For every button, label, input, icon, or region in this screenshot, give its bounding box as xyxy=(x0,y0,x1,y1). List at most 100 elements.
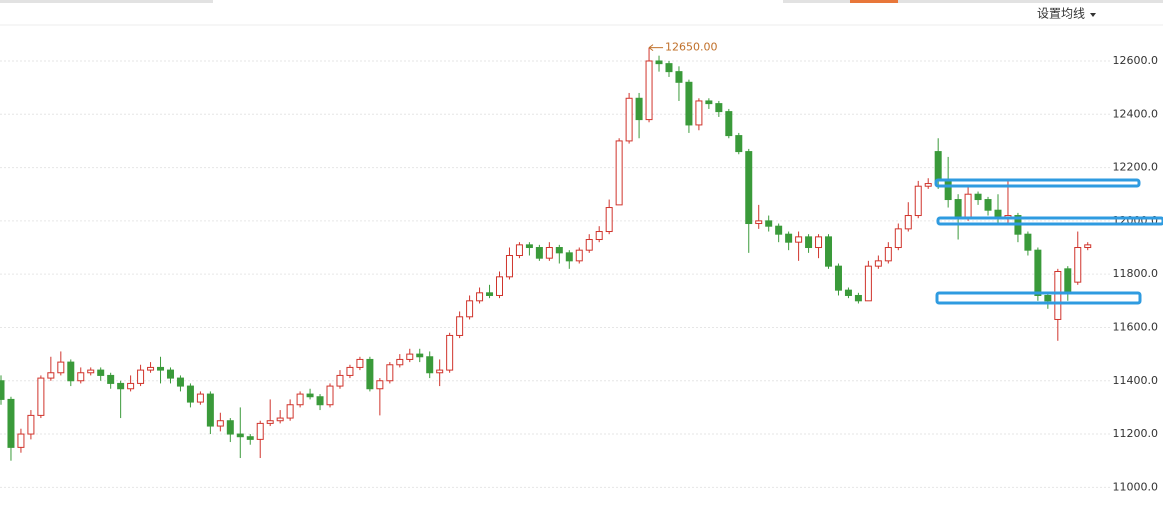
candle-body xyxy=(665,63,673,73)
candle-body xyxy=(675,71,683,83)
y-tick-label: 12400.0 xyxy=(1113,107,1159,120)
candle-body xyxy=(37,377,45,416)
candle-body xyxy=(137,369,145,384)
candle-body xyxy=(954,199,962,219)
candle-body xyxy=(0,380,5,400)
candle-body xyxy=(196,393,204,403)
candle-body xyxy=(615,140,623,206)
ma-button-label[interactable]: 设置均线 xyxy=(1037,7,1085,21)
candle-body xyxy=(97,369,105,376)
candle-body xyxy=(894,228,902,249)
candle-body xyxy=(934,151,942,182)
candle-body xyxy=(1024,233,1032,251)
candle-body xyxy=(186,385,194,403)
header-strip xyxy=(0,0,213,3)
candle-body xyxy=(386,364,394,382)
y-tick-label: 12600.0 xyxy=(1113,54,1159,67)
candle-body xyxy=(964,193,972,219)
candle-body xyxy=(805,236,813,249)
candle-body xyxy=(884,247,892,262)
candle-body xyxy=(695,100,703,126)
candle-body xyxy=(635,97,643,121)
candle-body xyxy=(785,233,793,243)
candle-body xyxy=(505,255,513,278)
highlight-box xyxy=(935,291,1142,305)
candle-body xyxy=(326,385,334,406)
candle-body xyxy=(206,393,214,427)
candle-body xyxy=(874,260,882,267)
candle-body xyxy=(67,361,75,382)
candle-body xyxy=(426,356,434,374)
candle-body xyxy=(555,247,563,254)
candle-body xyxy=(336,374,344,387)
candle-body xyxy=(157,366,165,371)
candle-body xyxy=(914,185,922,217)
candle-body xyxy=(147,366,155,371)
candle-body xyxy=(575,249,583,262)
candle-body xyxy=(436,369,444,374)
candle-body xyxy=(765,220,773,227)
y-tick-label: 11200.0 xyxy=(1113,427,1159,440)
candle-body xyxy=(7,398,15,448)
candle-body xyxy=(87,369,95,374)
candle-body xyxy=(236,433,244,438)
candle-body xyxy=(1084,244,1092,249)
candle-body xyxy=(47,372,55,379)
candle-body xyxy=(466,300,474,318)
highlight-box xyxy=(936,216,1163,226)
candle-body xyxy=(416,353,424,358)
candle-body xyxy=(984,199,992,211)
candle-body xyxy=(276,417,284,422)
candle-body xyxy=(924,183,932,187)
candle-body xyxy=(306,393,314,398)
candle-body xyxy=(864,265,872,302)
candle-body xyxy=(525,244,533,249)
candle-body xyxy=(476,292,484,302)
candle-body xyxy=(715,103,723,113)
y-tick-label: 11600.0 xyxy=(1113,320,1159,333)
candle-body xyxy=(854,294,862,302)
candle-body xyxy=(456,316,464,336)
candle-body xyxy=(356,358,364,368)
candle-body xyxy=(605,207,613,233)
candle-body xyxy=(685,81,693,126)
y-tick-label: 12200.0 xyxy=(1113,161,1159,174)
candle-body xyxy=(117,382,125,390)
candle-body xyxy=(645,60,653,121)
candle-body xyxy=(286,404,294,419)
candle-body xyxy=(755,220,763,225)
candle-body xyxy=(396,358,404,366)
candle-body xyxy=(585,239,593,251)
candle-body xyxy=(107,374,115,384)
candle-body xyxy=(27,414,35,435)
candle-body xyxy=(446,334,454,371)
dropdown-arrow[interactable] xyxy=(1090,13,1096,17)
ma-button[interactable]: 设置均线 xyxy=(1037,7,1096,21)
candle-body xyxy=(1054,270,1062,320)
candle-body xyxy=(57,361,65,374)
max-label: 12650.00 xyxy=(665,41,718,54)
candle-body xyxy=(775,225,783,235)
candle-body xyxy=(735,135,743,153)
candle-body xyxy=(904,215,912,230)
candle-body xyxy=(825,236,833,267)
candle-body xyxy=(655,60,663,65)
candle-body xyxy=(496,276,503,296)
candle-body xyxy=(974,193,982,201)
y-tick-label: 11000.0 xyxy=(1113,480,1159,493)
candle-body xyxy=(595,231,603,241)
candle-body xyxy=(17,433,25,448)
candle-body xyxy=(166,369,174,379)
candle-body xyxy=(316,396,324,406)
candle-body xyxy=(565,252,573,262)
candle-body xyxy=(844,289,852,296)
candle-body xyxy=(226,420,234,435)
candle-body xyxy=(535,247,543,259)
candle-body xyxy=(834,265,842,291)
y-tick-label: 11400.0 xyxy=(1113,374,1159,387)
candle-body xyxy=(176,377,184,387)
candle-body xyxy=(944,180,952,201)
y-tick-label: 11800.0 xyxy=(1113,267,1159,280)
highlight-box xyxy=(934,178,1141,188)
